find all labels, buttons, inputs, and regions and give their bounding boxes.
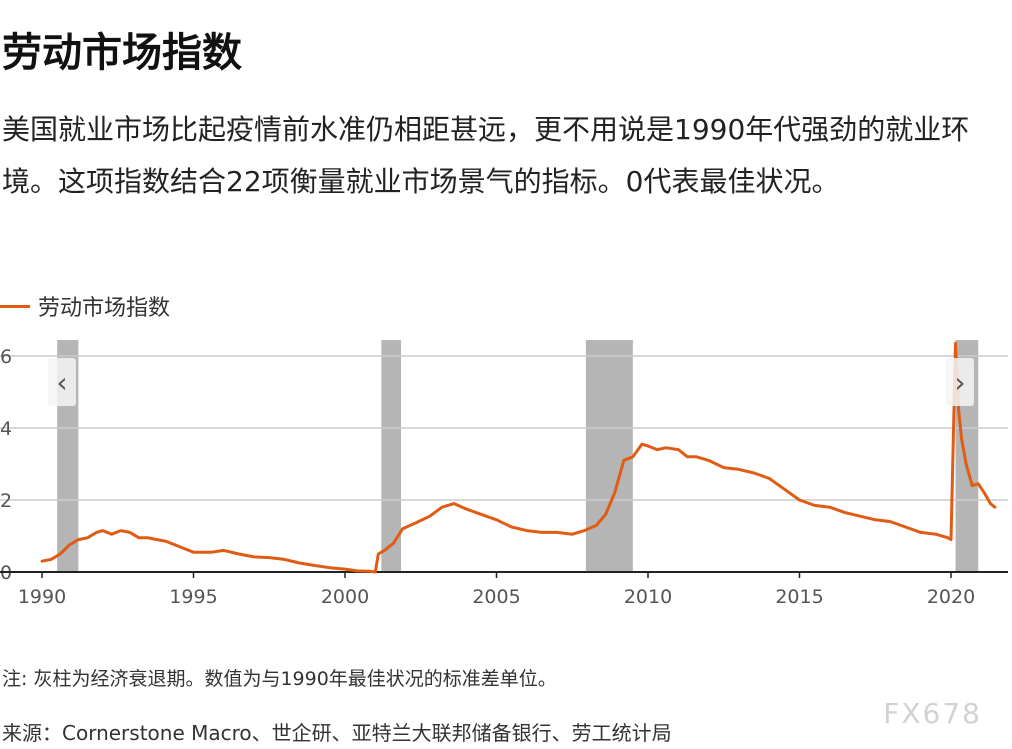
x-tick-label-1995: 1995 xyxy=(169,586,217,608)
chart-title: 劳动市场指数 xyxy=(2,30,242,76)
legend-swatch xyxy=(0,304,30,308)
y-tick-label-6: 6 xyxy=(0,346,12,368)
chart-note: 注: 灰柱为经济衰退期。数值为与1990年最佳状况的标准差单位。 xyxy=(2,668,557,690)
chart-subtitle: 美国就业市场比起疫情前水准仍相距甚远，更不用说是1990年代强劲的就业环境。这项… xyxy=(2,113,970,198)
watermark: FX678 xyxy=(883,697,982,730)
series-line-0 xyxy=(40,341,997,574)
x-tick-label-1990: 1990 xyxy=(18,586,66,608)
x-tick-label-2005: 2005 xyxy=(472,586,520,608)
line-chart: 02461990199520002005201020152020 xyxy=(0,340,1008,608)
y-tick-label-2: 2 xyxy=(0,490,12,512)
legend: 劳动市场指数 xyxy=(0,290,170,322)
y-tick-label-4: 4 xyxy=(0,418,12,440)
x-tick-label-2015: 2015 xyxy=(775,586,823,608)
recession-bar-2 xyxy=(585,340,633,572)
x-tick-label-2020: 2020 xyxy=(927,586,975,608)
recession-bar-1 xyxy=(381,340,402,572)
x-tick-label-2000: 2000 xyxy=(321,586,369,608)
x-tick-label-2010: 2010 xyxy=(624,586,672,608)
chevron-left-icon[interactable]: ‹ xyxy=(48,358,76,406)
chart-source: 来源：Cornerstone Macro、世企研、亚特兰大联邦储备银行、劳工统计… xyxy=(2,721,672,745)
chevron-right-icon[interactable]: › xyxy=(946,358,974,406)
legend-label: 劳动市场指数 xyxy=(38,296,171,321)
